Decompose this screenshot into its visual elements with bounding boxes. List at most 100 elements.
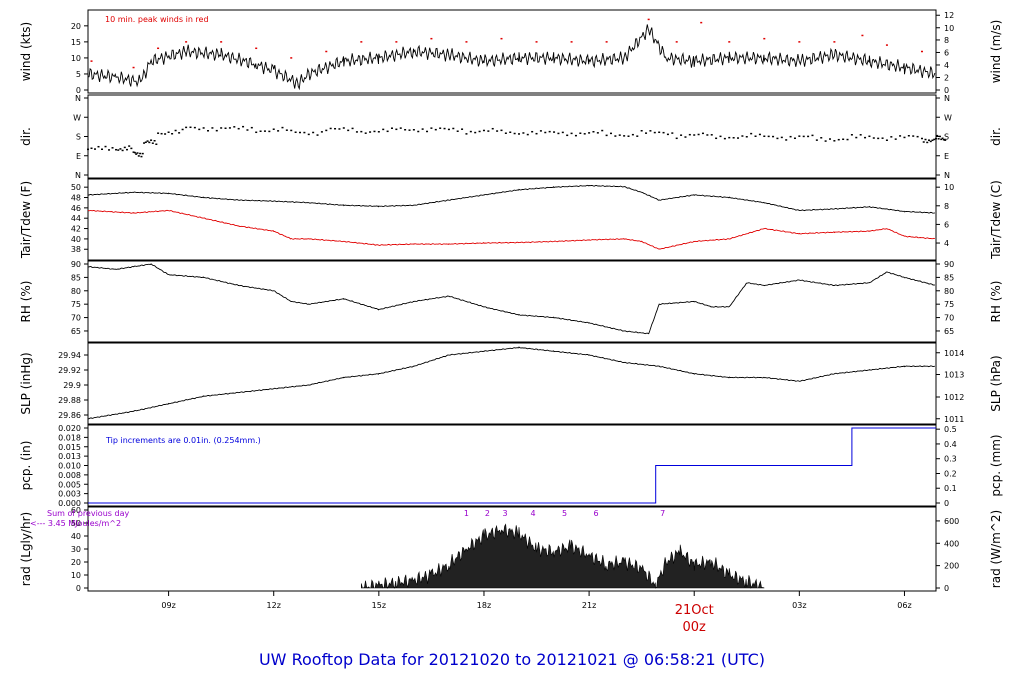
data-point [369, 131, 372, 133]
data-point [785, 139, 788, 141]
right-tick-label: 8 [944, 202, 949, 211]
data-point [936, 134, 939, 137]
data-point [325, 129, 328, 132]
data-point [377, 131, 380, 133]
data-point [579, 132, 582, 134]
data-point [119, 148, 122, 150]
data-point [846, 138, 849, 141]
data-point [605, 41, 608, 43]
right-tick-label: 0.1 [944, 484, 957, 493]
y-axis-label: rad (Lgly/hr) [19, 512, 33, 586]
right-tick-label: 90 [944, 260, 954, 269]
data-point [700, 21, 703, 24]
right-tick-label: 6 [944, 220, 949, 229]
y-tick-label: S [76, 133, 81, 142]
data-point [926, 141, 929, 144]
y-axis-label: dir. [19, 127, 33, 146]
data-point [776, 137, 779, 140]
data-point [496, 130, 499, 132]
data-point [631, 133, 634, 136]
data-point [859, 134, 862, 136]
data-point [596, 132, 599, 134]
data-point [246, 129, 249, 131]
data-point [513, 132, 516, 135]
data-point [108, 149, 111, 151]
y-tick-label: 40 [71, 532, 81, 541]
data-point [421, 128, 424, 130]
data-point [877, 137, 880, 140]
y-axis-label-right: dir. [989, 127, 1003, 146]
panel-frame [87, 342, 937, 425]
data-point [307, 133, 310, 136]
hour-marker: 2 [485, 509, 490, 518]
y-tick-label: W [73, 113, 81, 122]
data-point [706, 134, 709, 136]
data-point [944, 139, 947, 141]
data-point [364, 132, 367, 134]
data-point [940, 138, 943, 141]
data-point [627, 135, 630, 137]
right-tick-label: 0 [944, 499, 949, 508]
data-point [137, 155, 140, 157]
data-point [456, 130, 459, 132]
data-point [924, 138, 927, 141]
data-point [334, 127, 337, 130]
data-point [90, 60, 93, 62]
data-point [732, 137, 735, 139]
right-tick-label: 4 [944, 61, 949, 70]
series-area [361, 523, 765, 589]
data-point [342, 127, 345, 129]
hour-marker: 4 [530, 509, 535, 518]
data-point [592, 130, 595, 133]
data-point [535, 132, 538, 135]
right-tick-label: 65 [944, 327, 954, 336]
right-tick-label: 70 [944, 314, 954, 323]
data-point [666, 133, 669, 136]
right-tick-label: N [944, 94, 950, 103]
data-point [798, 135, 801, 137]
data-point [382, 128, 385, 131]
y-tick-label: 60 [71, 506, 81, 515]
data-point [220, 127, 223, 129]
data-point [894, 138, 897, 140]
data-point [933, 138, 936, 141]
data-point [566, 134, 569, 137]
data-point [745, 136, 748, 138]
y-axis-label: Tair/Tdew (F) [19, 181, 33, 259]
data-point [487, 130, 490, 132]
hour-marker: 1 [464, 509, 469, 518]
data-point [793, 137, 796, 140]
data-point [815, 139, 818, 141]
data-point [115, 148, 118, 151]
x-tick-label: 09z [161, 601, 175, 610]
data-point [452, 127, 455, 130]
data-point [500, 129, 503, 132]
data-point [316, 134, 319, 136]
data-point [338, 128, 341, 130]
data-point [697, 133, 700, 136]
data-point [658, 131, 661, 134]
data-point [824, 140, 827, 142]
y-tick-label: 44 [71, 214, 81, 223]
data-point [171, 133, 174, 135]
data-point [864, 136, 867, 139]
data-point [117, 149, 120, 151]
y-axis-label-right: Tair/Tdew (C) [989, 180, 1003, 260]
data-point [754, 135, 757, 137]
data-point [443, 127, 446, 130]
y-tick-label: 38 [71, 245, 81, 254]
data-point [807, 135, 810, 138]
data-point [174, 129, 177, 132]
data-point [135, 153, 138, 155]
data-point [360, 130, 363, 133]
data-point [675, 41, 678, 43]
y-tick-label: 46 [71, 204, 81, 213]
panel-frame [87, 178, 937, 261]
data-point [526, 133, 529, 136]
y-tick-label: 0.015 [58, 443, 81, 452]
right-tick-label: 0.4 [944, 440, 957, 449]
data-point [408, 129, 411, 131]
data-point [885, 139, 888, 141]
data-point [434, 128, 437, 131]
data-point [263, 130, 266, 132]
